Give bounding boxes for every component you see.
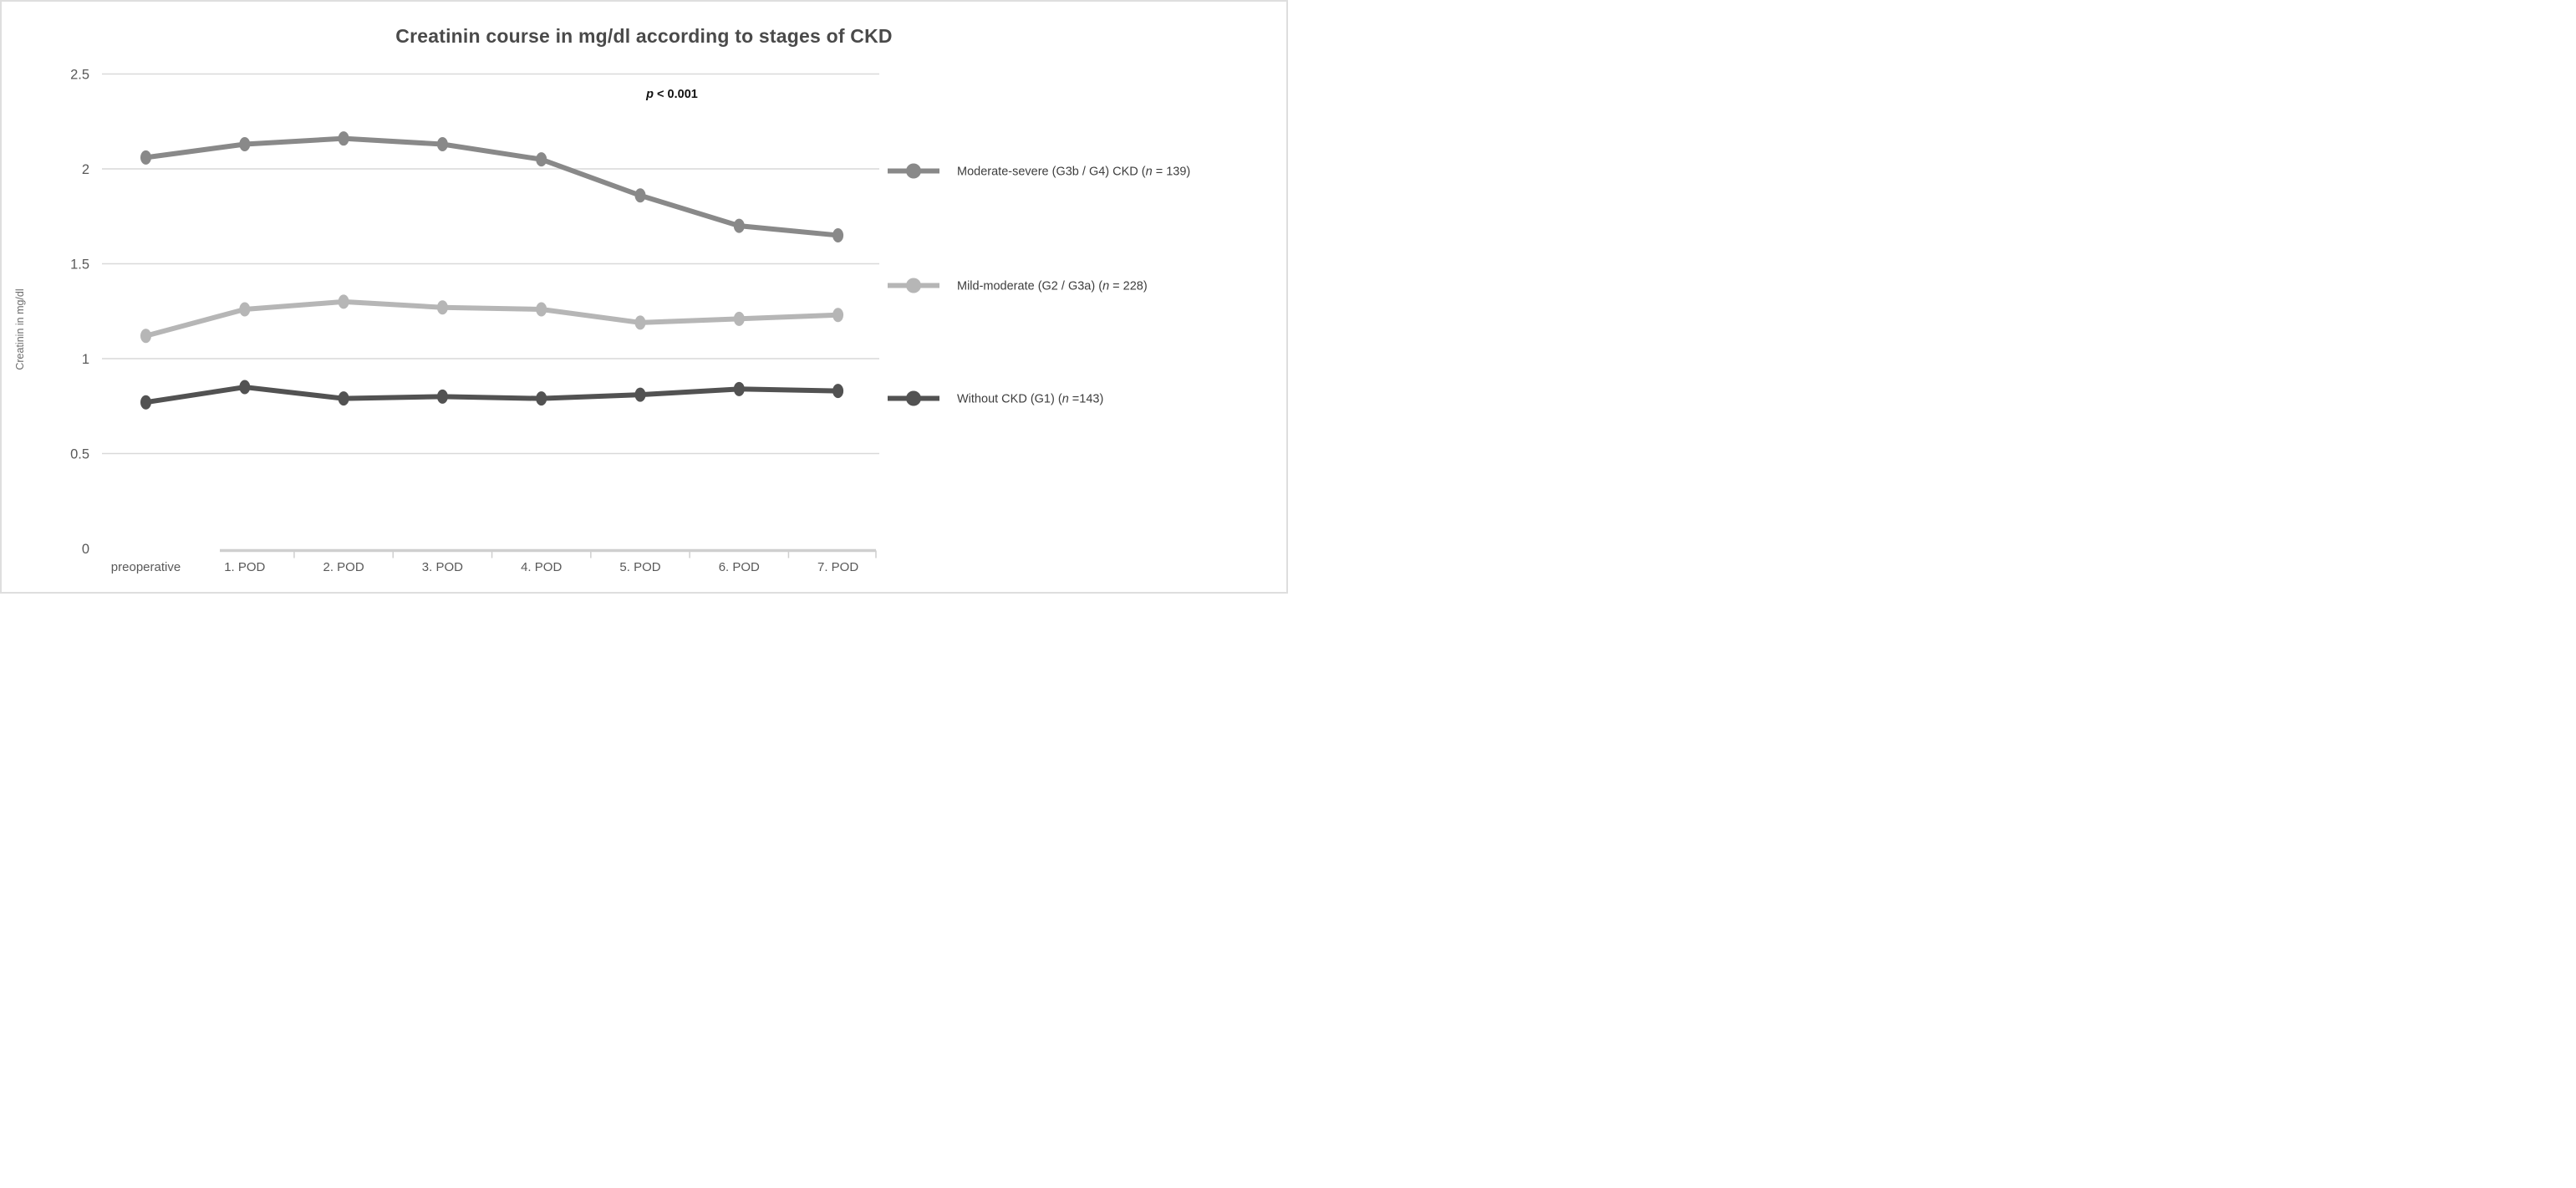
data-point-marker: [436, 300, 448, 315]
data-point-marker: [239, 302, 251, 317]
data-point-marker: [239, 136, 251, 151]
legend-marker-dot: [906, 278, 921, 293]
data-point-marker: [140, 329, 151, 344]
p-value-text: < 0.001: [654, 88, 698, 101]
data-point-marker: [436, 389, 448, 404]
y-tick-label: 0.5: [70, 447, 89, 462]
series-line-0: [143, 135, 841, 238]
data-point-marker: [536, 391, 547, 406]
data-point-marker: [634, 387, 646, 402]
series-line-2: [143, 385, 841, 405]
y-tick-label: 2.5: [70, 68, 89, 83]
x-tick-label: preoperative: [111, 560, 181, 574]
data-point-marker: [436, 136, 448, 151]
x-tick-label: 7. POD: [817, 560, 858, 574]
x-tick-label: 1. POD: [224, 560, 265, 574]
data-point-marker: [338, 391, 349, 406]
data-point-marker: [832, 227, 844, 242]
data-point-marker: [536, 302, 547, 317]
x-tick-label: 5. POD: [619, 560, 660, 574]
data-point-marker: [634, 188, 646, 203]
data-point-marker: [733, 311, 745, 326]
legend-label: Mild-moderate (G2 / G3a) (n = 228): [957, 280, 1148, 293]
data-point-marker: [536, 152, 547, 167]
y-tick-label: 1: [82, 352, 89, 367]
data-point-marker: [338, 131, 349, 146]
y-tick-label: 1.5: [70, 257, 89, 273]
data-point-marker: [832, 384, 844, 399]
data-point-marker: [140, 150, 151, 165]
data-point-marker: [239, 380, 251, 395]
x-tick-label: 2. POD: [323, 560, 364, 574]
y-tick-label: 2: [82, 162, 89, 177]
chart-canvas: 2.5 2 1.5 1 0.5 0 preoperative 1. POD 2. POD 3. P…: [70, 68, 1190, 575]
x-tick-label: 3. POD: [422, 560, 463, 574]
data-point-marker: [832, 308, 844, 323]
x-tick-label: 4. POD: [521, 560, 562, 574]
legend-label: Moderate-severe (G3b / G4) CKD (n = 139): [957, 166, 1190, 179]
data-point-marker: [733, 218, 745, 233]
legend-label: Without CKD (G1) (n =143): [957, 393, 1103, 406]
data-point-marker: [140, 395, 151, 410]
data-point-marker: [634, 315, 646, 330]
legend-marker-dot: [906, 390, 921, 406]
data-point-marker: [733, 381, 745, 396]
chart-title: Creatinin course in mg/dl according to s…: [395, 25, 893, 47]
chart-frame: Creatinin course in mg/dl according to s…: [0, 0, 1288, 594]
series-line-1: [143, 298, 841, 339]
data-point-marker: [338, 294, 349, 309]
y-tick-label: 0: [82, 542, 89, 557]
x-tick-label: 6. POD: [719, 560, 760, 574]
legend-marker-dot: [906, 163, 921, 179]
p-value-annotation: p < 0.001: [646, 88, 698, 101]
p-value-symbol: p: [646, 88, 654, 101]
